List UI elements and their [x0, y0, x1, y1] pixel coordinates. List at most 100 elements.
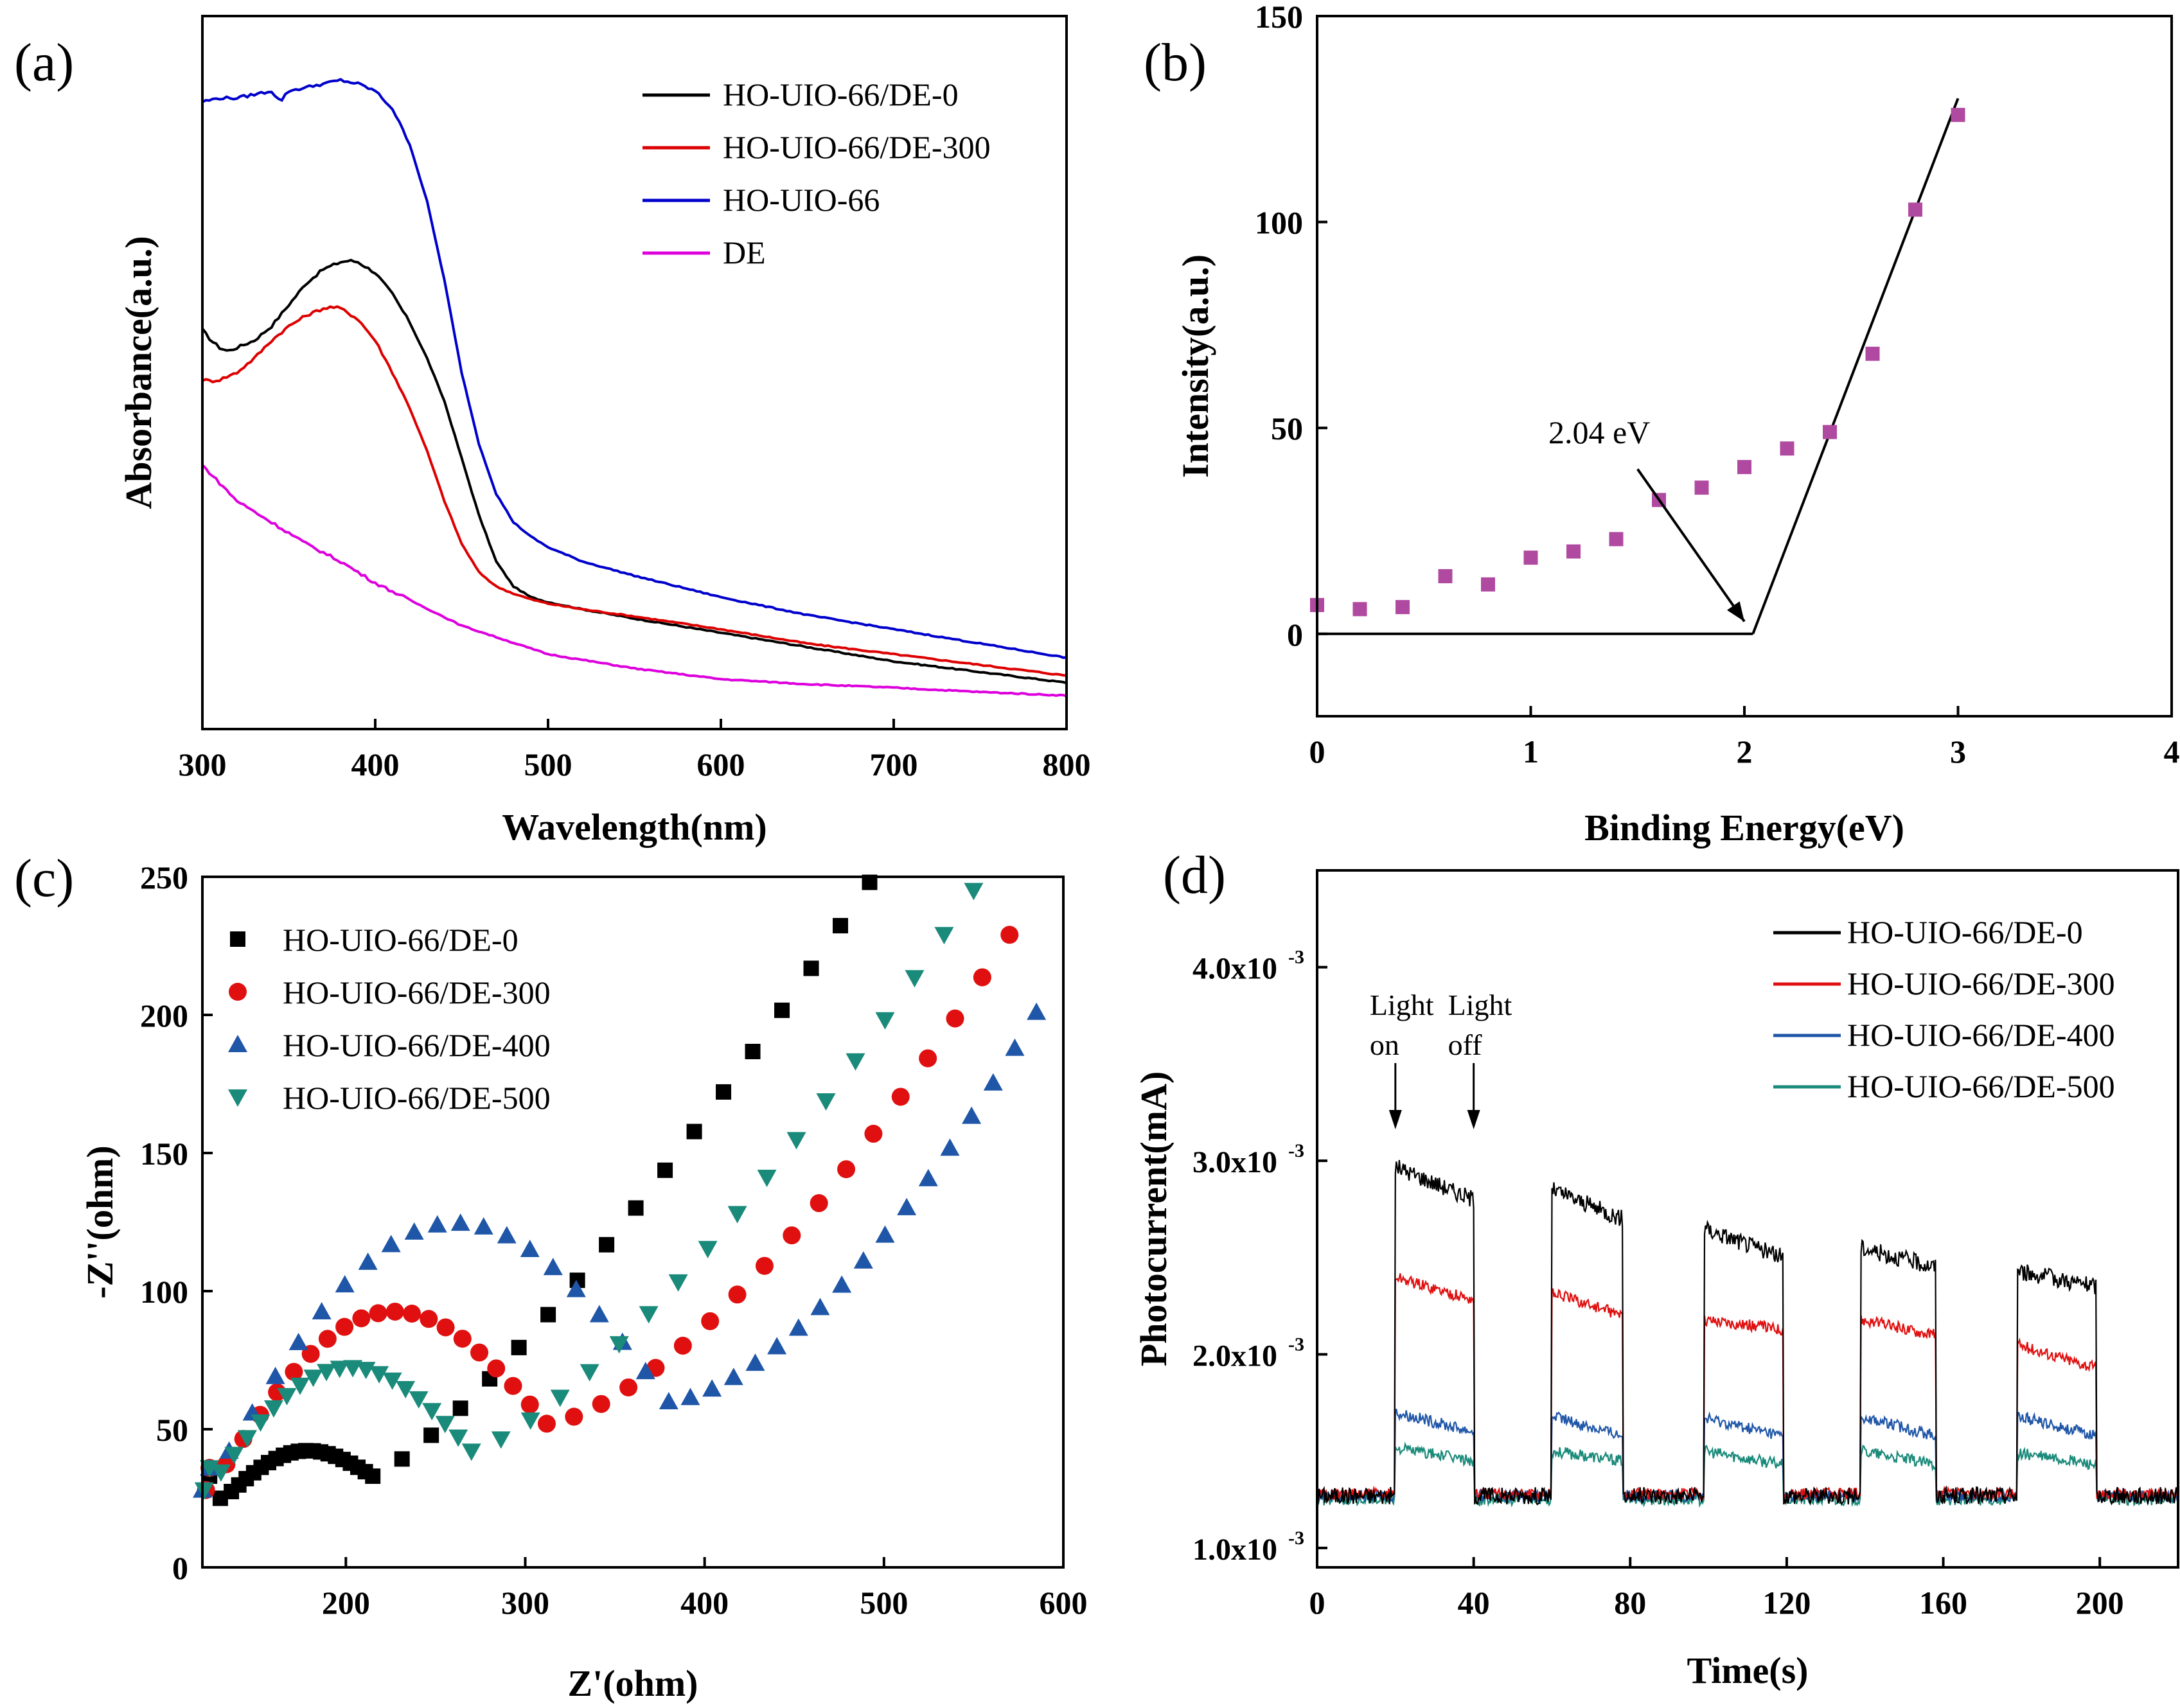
data-point — [450, 1213, 470, 1231]
data-point — [864, 1125, 883, 1143]
data-point — [698, 1240, 718, 1258]
y-tick-label: 0 — [1287, 617, 1303, 653]
data-point — [803, 960, 819, 976]
data-point — [385, 1302, 404, 1321]
data-point — [853, 1251, 873, 1269]
data-point — [810, 1298, 830, 1316]
x-tick-label: 0 — [1309, 734, 1325, 770]
data-point — [211, 1464, 231, 1482]
data-point — [1000, 926, 1019, 944]
x-tick-label: 400 — [680, 1585, 729, 1621]
data-point — [1694, 480, 1709, 495]
legend-entry: HO-UIO-66/DE-400 — [1847, 1017, 2115, 1053]
y-tick-label: 2.0x10 — [1192, 1339, 1277, 1373]
data-point — [550, 1389, 570, 1407]
data-point — [318, 1330, 337, 1348]
data-point — [312, 1301, 332, 1319]
data-point — [668, 1274, 688, 1292]
legend-entry: HO-UIO-66/DE-500 — [283, 1080, 551, 1116]
data-point — [875, 1012, 895, 1030]
data-point — [520, 1239, 540, 1257]
data-point — [565, 1407, 583, 1426]
data-point — [757, 1169, 777, 1187]
light-arrowhead — [1467, 1110, 1480, 1129]
data-point — [403, 1305, 421, 1323]
x-tick-label: 300 — [179, 746, 227, 782]
light-annotation-line2: on — [1370, 1028, 1399, 1061]
data-point — [673, 1336, 692, 1355]
y-tick-label: 50 — [156, 1412, 188, 1448]
data-point — [1951, 107, 1965, 122]
data-point — [452, 1400, 468, 1416]
y-tick-label: 200 — [140, 998, 188, 1034]
legend-entry: HO-UIO-66/DE-0 — [723, 76, 959, 112]
data-point — [487, 1359, 506, 1378]
legend-entry: HO-UIO-66/DE-300 — [283, 974, 551, 1010]
series-line — [1316, 1273, 2179, 1502]
data-point — [290, 1377, 310, 1395]
series-line — [201, 258, 1067, 685]
x-tick-label: 600 — [697, 746, 745, 782]
data-point — [833, 918, 849, 934]
x-axis-label: Binding Energy(eV) — [1584, 807, 1904, 849]
series-line — [202, 305, 1067, 677]
data-point — [453, 1330, 472, 1348]
data-point — [592, 1395, 610, 1413]
light-arrowhead — [1388, 1110, 1402, 1129]
data-point — [265, 1366, 285, 1384]
data-point — [194, 1482, 214, 1500]
data-point — [964, 883, 984, 901]
x-tick-label: 800 — [1043, 746, 1091, 782]
data-point — [1352, 602, 1367, 617]
data-point — [474, 1217, 493, 1235]
legend-entry: HO-UIO-66/DE-300 — [1847, 965, 2115, 1001]
data-point — [788, 1318, 808, 1336]
x-tick-label: 2 — [1737, 734, 1753, 770]
data-point — [589, 1305, 609, 1323]
data-point — [381, 1235, 401, 1253]
data-point — [1823, 425, 1837, 439]
data-point — [1481, 577, 1495, 592]
legend-marker — [228, 1035, 247, 1052]
data-point — [1005, 1038, 1025, 1056]
data-point — [394, 1451, 410, 1467]
data-point — [716, 1084, 732, 1100]
y-axis-label: Photocurrent(mA) — [1133, 1071, 1174, 1367]
data-point — [619, 1378, 638, 1396]
annotation-text: 2.04 eV — [1548, 414, 1650, 450]
data-point — [369, 1304, 387, 1323]
y-axis-label: -Z''(ohm) — [79, 1145, 121, 1298]
panel-d-label: (d) — [1163, 845, 1226, 905]
data-point — [420, 1310, 438, 1328]
data-point — [1908, 202, 1922, 217]
data-point — [940, 1138, 960, 1156]
x-tick-label: 700 — [870, 746, 918, 782]
legend-entry: HO-UIO-66/DE-0 — [1847, 914, 2083, 950]
x-tick-label: 3 — [1950, 734, 1966, 770]
annotation-arrowhead — [1726, 601, 1744, 622]
panel-a-label: (a) — [14, 33, 74, 92]
data-point — [973, 968, 991, 987]
y-tick-label: 4.0x10 — [1192, 952, 1277, 986]
data-point — [461, 1443, 481, 1461]
x-tick-label: 4 — [2164, 734, 2180, 770]
data-point — [511, 1339, 527, 1355]
light-annotation-line1: Light — [1448, 989, 1512, 1021]
series-line — [202, 78, 1067, 659]
data-point — [786, 1132, 806, 1150]
y-tick-label: 100 — [1255, 205, 1303, 241]
data-point — [962, 1106, 982, 1124]
x-tick-label: 160 — [1919, 1585, 1967, 1621]
y-tick-exponent: -3 — [1288, 1334, 1304, 1355]
data-point — [837, 1160, 856, 1179]
x-axis-label: Time(s) — [1687, 1650, 1808, 1691]
legend-entry: HO-UIO-66 — [723, 182, 880, 218]
data-point — [470, 1343, 489, 1362]
data-point — [832, 1275, 852, 1293]
panel-d: HO-UIO-66/DE-0 HO-UIO-66/DE-300 HO-UIO-66/… — [1316, 914, 2179, 1567]
y-tick-label: 0 — [172, 1550, 188, 1586]
data-point — [983, 1073, 1003, 1091]
x-tick-label: 1 — [1523, 734, 1539, 770]
data-point — [251, 1414, 270, 1432]
